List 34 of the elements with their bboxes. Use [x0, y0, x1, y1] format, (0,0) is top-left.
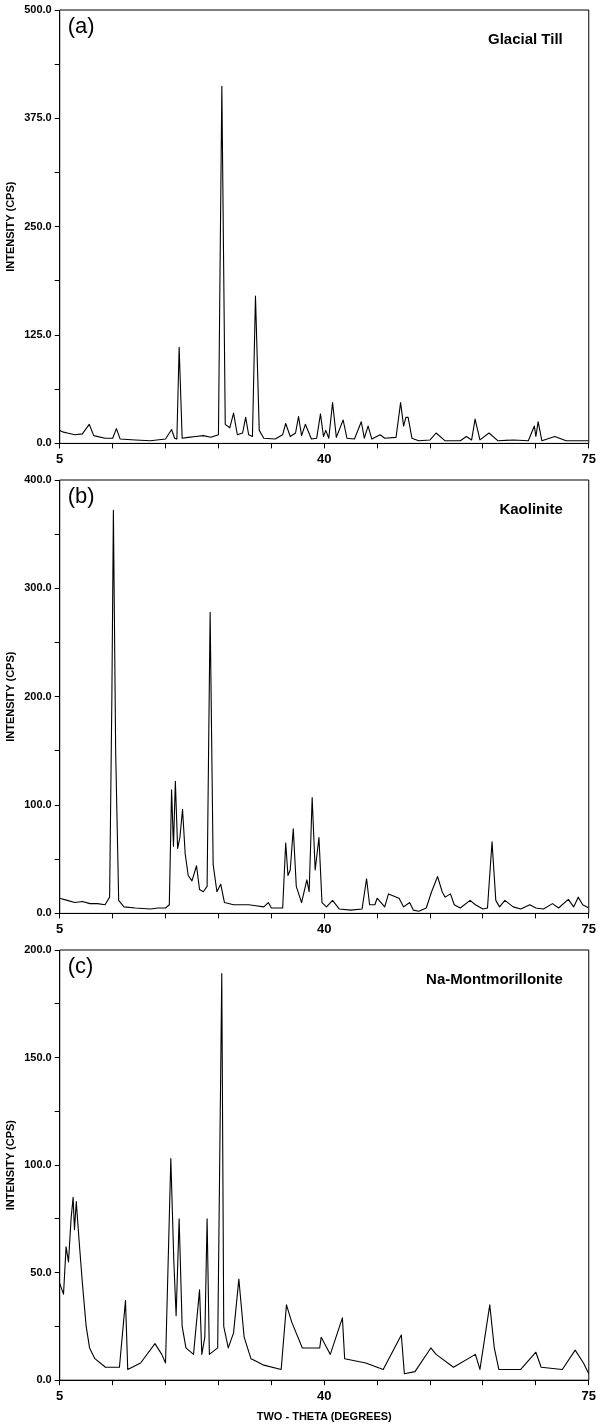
y-tick-label: 125.0 — [24, 328, 52, 341]
y-axis-title: INTENSITY (CPS) — [3, 651, 16, 742]
y-axis-title: INTENSITY (CPS) — [3, 181, 16, 272]
annotation: (c) — [67, 953, 94, 979]
annotation: (a) — [67, 13, 95, 39]
y-tick-label: 150.0 — [24, 1050, 52, 1063]
x-tick-label: 75 — [581, 920, 596, 936]
x-tick-label: 5 — [56, 920, 64, 936]
y-axis-title: INTENSITY (CPS) — [3, 1119, 16, 1211]
text: Glacial Till — [488, 29, 563, 47]
y-tick-label: 0.0 — [36, 436, 52, 449]
y-tick-label: 400.0 — [24, 473, 52, 486]
y-tick-label: 0.0 — [36, 1373, 52, 1386]
y-tick-label: 200.0 — [24, 943, 52, 956]
x-tick-label: 40 — [317, 450, 332, 466]
y-tick-label: 100.0 — [24, 1158, 52, 1171]
text: Kaolinite — [499, 499, 563, 517]
annotation: (b) — [67, 483, 95, 509]
y-tick-label: 100.0 — [24, 798, 52, 811]
y-tick-label: 250.0 — [24, 219, 52, 232]
x-tick-label: 5 — [56, 1387, 64, 1403]
x-axis-title: TWO - THETA (DEGREES) — [256, 1410, 393, 1423]
y-tick-label: 375.0 — [24, 111, 52, 124]
y-tick-label: 0.0 — [36, 906, 52, 919]
y-tick-label: 200.0 — [24, 689, 52, 702]
y-tick-label: 300.0 — [24, 581, 52, 594]
y-tick-label: 500.0 — [24, 3, 52, 16]
x-tick-label: 40 — [317, 1387, 332, 1403]
x-tick-label: 40 — [317, 920, 332, 936]
x-tick-label: 75 — [581, 1387, 596, 1403]
text: Na-Montmorillonite — [426, 969, 563, 987]
x-tick-label: 5 — [56, 450, 64, 466]
x-tick-label: 75 — [581, 450, 596, 466]
y-tick-label: 50.0 — [30, 1265, 52, 1278]
